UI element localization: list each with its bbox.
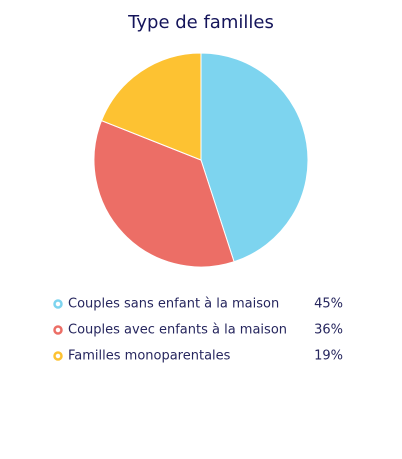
- pie-slice: [200, 52, 309, 263]
- legend-marker: [53, 325, 63, 335]
- legend-label: Couples avec enfants à la maison: [68, 323, 287, 338]
- chart-title: Type de familles: [127, 12, 274, 33]
- legend-marker: [53, 351, 63, 361]
- pie-slice: [93, 119, 235, 268]
- legend-value: 19%: [314, 349, 343, 364]
- legend-marker: [53, 299, 63, 309]
- legend-label: Familles monoparentales: [68, 349, 231, 364]
- legend-value: 36%: [314, 323, 343, 338]
- legend-value: 45%: [314, 297, 343, 312]
- legend-label: Couples sans enfant à la maison: [68, 297, 279, 312]
- pie-slice: [100, 52, 202, 161]
